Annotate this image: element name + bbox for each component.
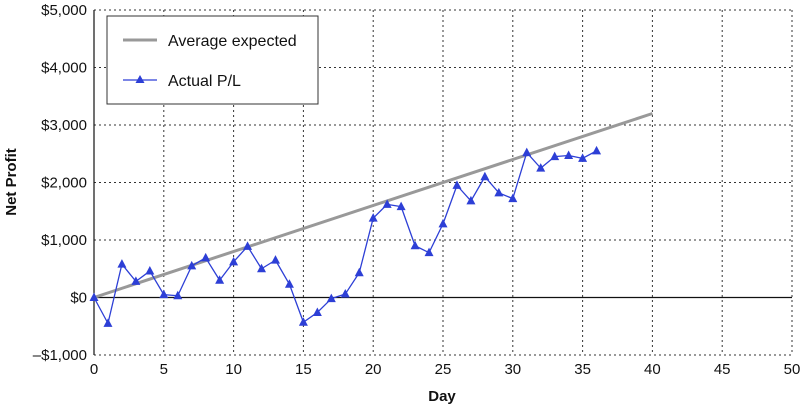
actual-pl-point <box>159 289 169 299</box>
y-tick-label: $5,000 <box>41 2 87 19</box>
y-axis-title: Net Profit <box>3 148 20 216</box>
legend-box <box>106 15 319 105</box>
x-tick-label: 45 <box>714 361 731 378</box>
actual-pl-point <box>298 317 308 326</box>
gridlines <box>94 9 793 356</box>
legend: Average expected Actual P/L <box>106 15 319 105</box>
actual-pl-point <box>312 307 322 316</box>
actual-pl-point <box>578 153 588 162</box>
series <box>89 112 653 327</box>
actual-pl-point <box>466 195 476 205</box>
actual-pl-point <box>326 293 336 303</box>
average-expected-line <box>93 112 653 299</box>
actual-pl-point <box>284 279 294 288</box>
actual-pl-point <box>410 240 420 250</box>
actual-pl-point <box>270 255 280 264</box>
actual-pl-point <box>89 292 99 301</box>
x-tick-label: 5 <box>160 361 168 378</box>
tick-labels: –$1,000 $0 $1,000 $2,000 $3,000 $4,000 $5,000 0… <box>33 2 800 378</box>
actual-pl-point <box>201 252 211 262</box>
actual-pl-point <box>452 180 462 189</box>
x-tick-label: 25 <box>435 361 452 378</box>
actual-pl-point <box>103 318 113 327</box>
x-tick-label: 0 <box>90 361 98 378</box>
actual-pl-point <box>145 266 155 275</box>
y-tick-label: $2,000 <box>41 175 87 192</box>
y-tick-label: $0 <box>70 290 87 307</box>
x-tick-label: 35 <box>574 361 591 378</box>
actual-pl-point <box>340 289 350 298</box>
actual-pl-point <box>592 145 602 155</box>
x-tick-label: 10 <box>225 361 242 378</box>
y-tick-label: $4,000 <box>41 60 87 77</box>
actual-pl-point <box>173 290 183 300</box>
actual-pl-point <box>187 260 197 270</box>
actual-pl-point <box>522 147 532 157</box>
y-tick-label: $1,000 <box>41 232 87 249</box>
x-tick-label: 50 <box>784 361 800 378</box>
x-tick-label: 40 <box>644 361 661 378</box>
y-tick-label: –$1,000 <box>33 347 87 364</box>
actual-pl-point <box>257 263 267 273</box>
actual-pl-point <box>536 163 546 172</box>
actual-pl-point <box>243 241 253 250</box>
actual-pl-point <box>215 275 225 284</box>
actual-pl-point <box>368 213 378 222</box>
x-tick-label: 15 <box>295 361 312 378</box>
actual-pl-point <box>396 201 406 211</box>
actual-pl-point <box>229 256 239 266</box>
legend-average-label: Average expected <box>168 33 297 50</box>
x-axis-title: Day <box>428 388 456 405</box>
legend-actual-label: Actual P/L <box>168 73 241 90</box>
actual-pl-point <box>424 247 434 257</box>
actual-pl-point <box>117 259 127 268</box>
x-tick-label: 20 <box>365 361 382 378</box>
actual-pl-point <box>480 171 490 181</box>
actual-pl-point <box>438 218 448 228</box>
actual-pl-point <box>131 276 141 285</box>
actual-pl-point <box>550 151 560 161</box>
y-tick-label: $3,000 <box>41 117 87 134</box>
actual-pl-point <box>382 199 392 208</box>
actual-pl-point <box>564 150 574 159</box>
x-tick-label: 30 <box>504 361 521 378</box>
actual-pl-point <box>354 267 364 277</box>
actual-pl-point <box>494 187 504 197</box>
legend-actual-marker <box>135 75 145 83</box>
actual-pl-point <box>508 193 518 203</box>
